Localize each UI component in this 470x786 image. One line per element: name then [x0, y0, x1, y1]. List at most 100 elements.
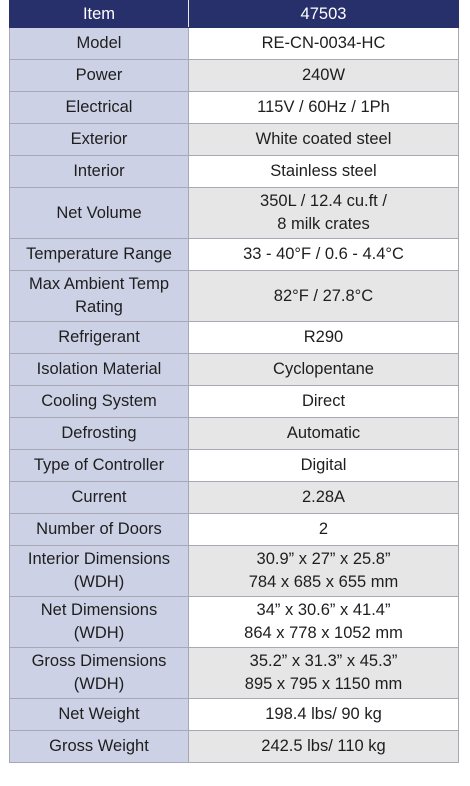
row-label: Exterior — [9, 123, 189, 156]
row-value-line: 198.4 lbs/ 90 kg — [265, 705, 382, 723]
table-row: Net Weight 198.4 lbs/ 90 kg — [9, 698, 459, 731]
row-label-line: Cooling System — [41, 392, 157, 410]
table-header-row: Item 47503 — [9, 0, 459, 28]
row-value: 34” x 30.6” x 41.4” 864 x 778 x 1052 mm — [188, 596, 459, 648]
row-value: R290 — [188, 321, 459, 354]
row-value: 33 - 40°F / 0.6 - 4.4°C — [188, 238, 459, 271]
table-row: Gross Dimensions (WDH) 35.2” x 31.3” x 45… — [9, 647, 459, 699]
row-label-line: Gross Weight — [49, 737, 149, 755]
row-value-line: 2 — [318, 520, 329, 538]
row-label: Defrosting — [9, 417, 189, 450]
row-label: Cooling System — [9, 385, 189, 418]
row-value: 115V / 60Hz / 1Ph — [188, 91, 459, 124]
table-row: Number of Doors 2 — [9, 513, 459, 546]
row-value: 82°F / 27.8°C — [188, 270, 459, 322]
row-value: 198.4 lbs/ 90 kg — [188, 698, 459, 731]
row-value: 240W — [188, 59, 459, 92]
table-row: Defrosting Automatic — [9, 417, 459, 450]
row-label: Current — [9, 481, 189, 514]
row-label: Electrical — [9, 91, 189, 124]
table-row: Net Volume 350L / 12.4 cu.ft / 8 milk cra… — [9, 187, 459, 239]
row-value-line: 350L / 12.4 cu.ft / — [260, 192, 387, 210]
table-row: Interior Stainless steel — [9, 155, 459, 188]
row-label-line: Exterior — [70, 130, 128, 148]
row-label-line: Rating — [75, 298, 123, 316]
row-value-line: 34” x 30.6” x 41.4” — [256, 601, 391, 619]
row-label: Number of Doors — [9, 513, 189, 546]
spec-table: Item 47503 Model RE-CN-0034-HC Power 240… — [9, 0, 459, 763]
table-row: Cooling System Direct — [9, 385, 459, 418]
table-row: Model RE-CN-0034-HC — [9, 27, 459, 60]
row-label: Net Dimensions (WDH) — [9, 596, 189, 648]
table-row: Temperature Range 33 - 40°F / 0.6 - 4.4°… — [9, 238, 459, 271]
row-label-line: Net Dimensions — [40, 601, 158, 619]
row-value: 350L / 12.4 cu.ft / 8 milk crates — [188, 187, 459, 239]
row-value: Direct — [188, 385, 459, 418]
table-row: Electrical 115V / 60Hz / 1Ph — [9, 91, 459, 124]
row-value-line: 82°F / 27.8°C — [273, 286, 374, 305]
row-label: Gross Weight — [9, 730, 189, 763]
row-value: 35.2” x 31.3” x 45.3” 895 x 795 x 1150 mm — [188, 647, 459, 699]
row-value: Stainless steel — [188, 155, 459, 188]
row-label-line: Model — [76, 34, 122, 52]
row-value-line: 242.5 lbs/ 110 kg — [261, 737, 386, 755]
table-row: Type of Controller Digital — [9, 449, 459, 482]
row-value-line: 30.9” x 27” x 25.8” — [256, 550, 391, 568]
row-label: Model — [9, 27, 189, 60]
row-label: Type of Controller — [9, 449, 189, 482]
row-value: Cyclopentane — [188, 353, 459, 386]
row-label: Net Weight — [9, 698, 189, 731]
row-label: Refrigerant — [9, 321, 189, 354]
header-value: 47503 — [188, 0, 459, 28]
row-label-line: Interior — [73, 162, 125, 180]
row-label: Interior Dimensions (WDH) — [9, 545, 189, 597]
row-label-line: Interior Dimensions — [27, 550, 171, 568]
row-value-line: 895 x 795 x 1150 mm — [244, 675, 403, 693]
row-value: 242.5 lbs/ 110 kg — [188, 730, 459, 763]
row-value: White coated steel — [188, 123, 459, 156]
row-label: Interior — [9, 155, 189, 188]
row-label-line: Number of Doors — [36, 520, 162, 538]
row-value-line: Direct — [301, 392, 346, 410]
row-label-line: (WDH) — [73, 624, 125, 642]
table-row: Isolation Material Cyclopentane — [9, 353, 459, 386]
table-row: Gross Weight 242.5 lbs/ 110 kg — [9, 730, 459, 763]
row-label-line: Type of Controller — [33, 456, 165, 474]
row-label-line: Net Weight — [58, 705, 140, 723]
table-row: Exterior White coated steel — [9, 123, 459, 156]
row-value-line: 784 x 685 x 655 mm — [248, 573, 399, 591]
row-label: Gross Dimensions (WDH) — [9, 647, 189, 699]
row-value-line: 8 milk crates — [277, 215, 370, 233]
table-row: Power 240W — [9, 59, 459, 92]
row-value-line: Stainless steel — [270, 162, 377, 180]
row-label-line: Isolation Material — [36, 360, 162, 378]
row-value-line: R290 — [303, 328, 344, 346]
row-label: Net Volume — [9, 187, 189, 239]
row-value: 30.9” x 27” x 25.8” 784 x 685 x 655 mm — [188, 545, 459, 597]
row-value-line: Automatic — [286, 424, 361, 442]
row-label-line: Current — [71, 488, 127, 506]
row-value: 2 — [188, 513, 459, 546]
row-value-line: Cyclopentane — [273, 360, 374, 378]
row-value-line: Digital — [300, 456, 347, 474]
row-value: Automatic — [188, 417, 459, 450]
row-label: Power — [9, 59, 189, 92]
row-label-line: Refrigerant — [58, 328, 140, 346]
row-label-line: Gross Dimensions — [31, 652, 167, 670]
row-value-line: White coated steel — [255, 130, 392, 148]
row-value-line: 115V / 60Hz / 1Ph — [257, 98, 390, 116]
row-label: Max Ambient Temp Rating — [9, 270, 189, 322]
row-value: RE-CN-0034-HC — [188, 27, 459, 60]
row-label-line: Temperature Range — [26, 245, 172, 263]
row-value-line: 240W — [301, 66, 346, 84]
row-label-line: Defrosting — [61, 424, 137, 442]
row-label: Isolation Material — [9, 353, 189, 386]
header-label: Item — [9, 0, 189, 28]
row-value-line: 35.2” x 31.3” x 45.3” — [249, 652, 398, 670]
row-value: Digital — [188, 449, 459, 482]
table-row: Net Dimensions (WDH) 34” x 30.6” x 41.4” 8… — [9, 596, 459, 648]
row-value-line: 33 - 40°F / 0.6 - 4.4°C — [243, 245, 404, 263]
row-value-line: 2.28A — [301, 488, 346, 506]
row-label: Temperature Range — [9, 238, 189, 271]
row-label-line: Max Ambient Temp — [28, 275, 169, 293]
